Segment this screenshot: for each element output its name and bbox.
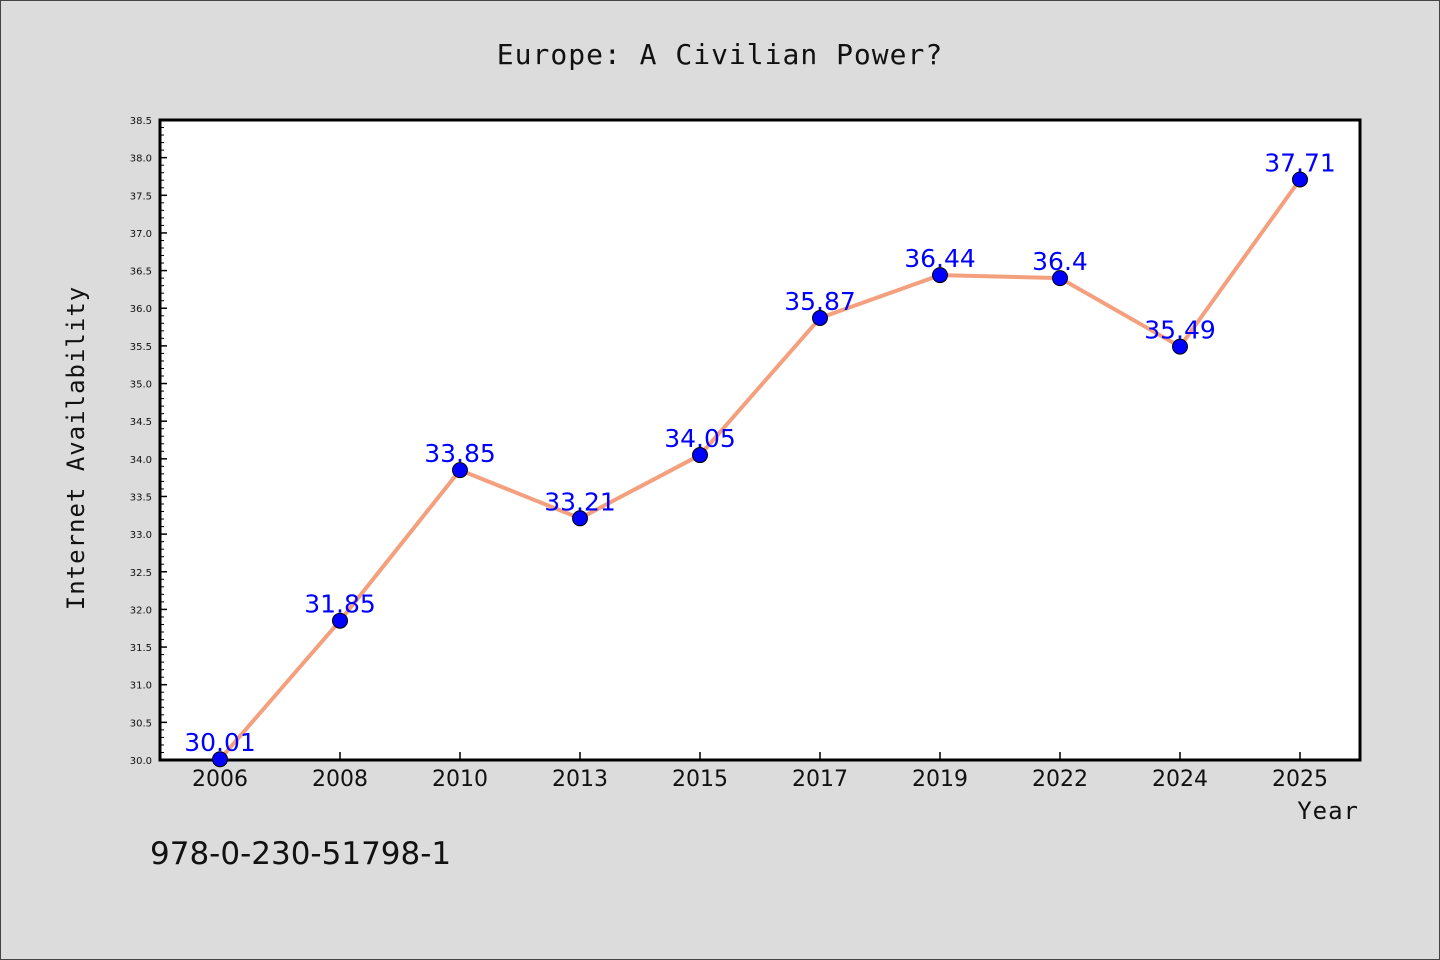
data-label: 33.21 xyxy=(544,487,616,516)
y-tick-label: 34.5 xyxy=(130,417,152,428)
y-tick-label: 38.5 xyxy=(130,116,152,127)
y-tick-label: 36.5 xyxy=(130,267,152,278)
y-tick-label: 34.0 xyxy=(130,455,152,466)
data-label: 34.05 xyxy=(664,424,736,453)
data-point xyxy=(692,447,708,464)
data-point xyxy=(572,510,588,527)
x-tick-label: 2013 xyxy=(552,767,608,792)
y-tick-label: 35.0 xyxy=(130,380,152,391)
y-tick-label: 31.5 xyxy=(130,643,152,654)
x-tick-label: 2019 xyxy=(912,767,968,792)
y-tick-label: 37.5 xyxy=(130,191,152,202)
x-axis: 2006 2008 2010 2013 2015 2017 2019 2022 2024 2025 xyxy=(192,752,1328,792)
x-tick-label: 2022 xyxy=(1032,767,1088,792)
data-label: 30.01 xyxy=(184,728,256,757)
series-line xyxy=(218,178,1302,761)
data-label: 35.49 xyxy=(1144,316,1216,345)
y-tick-label: 36.0 xyxy=(130,304,152,315)
data-point xyxy=(812,310,828,327)
data-label: 31.85 xyxy=(304,590,376,619)
y-axis: 30.0 30.5 31.0 31.5 32.0 32.5 33.0 33.5 34.0 34.5… xyxy=(130,116,167,767)
x-tick-label: 2024 xyxy=(1152,767,1208,792)
data-point xyxy=(212,751,228,768)
x-tick-label: 2015 xyxy=(672,767,728,792)
data-point xyxy=(1292,171,1308,188)
y-tick-label: 30.0 xyxy=(130,756,152,767)
data-label: 33.85 xyxy=(424,439,496,468)
y-tick-label: 32.5 xyxy=(130,568,152,579)
data-labels: 30.01 31.85 33.85 33.21 34.05 35.87 36.44 36.4 3… xyxy=(184,148,1336,757)
data-point xyxy=(332,612,348,629)
data-point xyxy=(932,267,948,284)
data-label: 36.44 xyxy=(904,244,976,273)
plot-area xyxy=(158,118,1362,762)
x-tick-label: 2008 xyxy=(312,767,368,792)
isbn-footnote: 978-0-230-51798-1 xyxy=(150,836,451,872)
y-tick-label: 37.0 xyxy=(130,229,152,240)
data-label: 36.4 xyxy=(1032,247,1088,276)
y-tick-label: 33.5 xyxy=(130,492,152,503)
y-tick-label: 33.0 xyxy=(130,530,152,541)
y-tick-label: 30.5 xyxy=(130,718,152,729)
series-group xyxy=(212,171,1308,768)
x-axis-title: Year xyxy=(1297,797,1359,825)
y-tick-label: 35.5 xyxy=(130,342,152,353)
y-axis-title: Internet Availability xyxy=(62,286,90,610)
x-tick-label: 2025 xyxy=(1272,767,1328,792)
x-tick-label: 2017 xyxy=(792,767,848,792)
x-tick-label: 2006 xyxy=(192,767,248,792)
y-tick-label: 32.0 xyxy=(130,605,152,616)
x-tick-label: 2010 xyxy=(432,767,488,792)
data-label: 35.87 xyxy=(784,287,856,316)
y-tick-label: 31.0 xyxy=(130,681,152,692)
chart-title: Europe: A Civilian Power? xyxy=(497,38,943,71)
data-label: 37.71 xyxy=(1264,148,1336,177)
data-point xyxy=(452,462,468,479)
data-point xyxy=(1052,270,1068,287)
data-point xyxy=(1172,338,1188,355)
y-tick-label: 38.0 xyxy=(130,154,152,165)
